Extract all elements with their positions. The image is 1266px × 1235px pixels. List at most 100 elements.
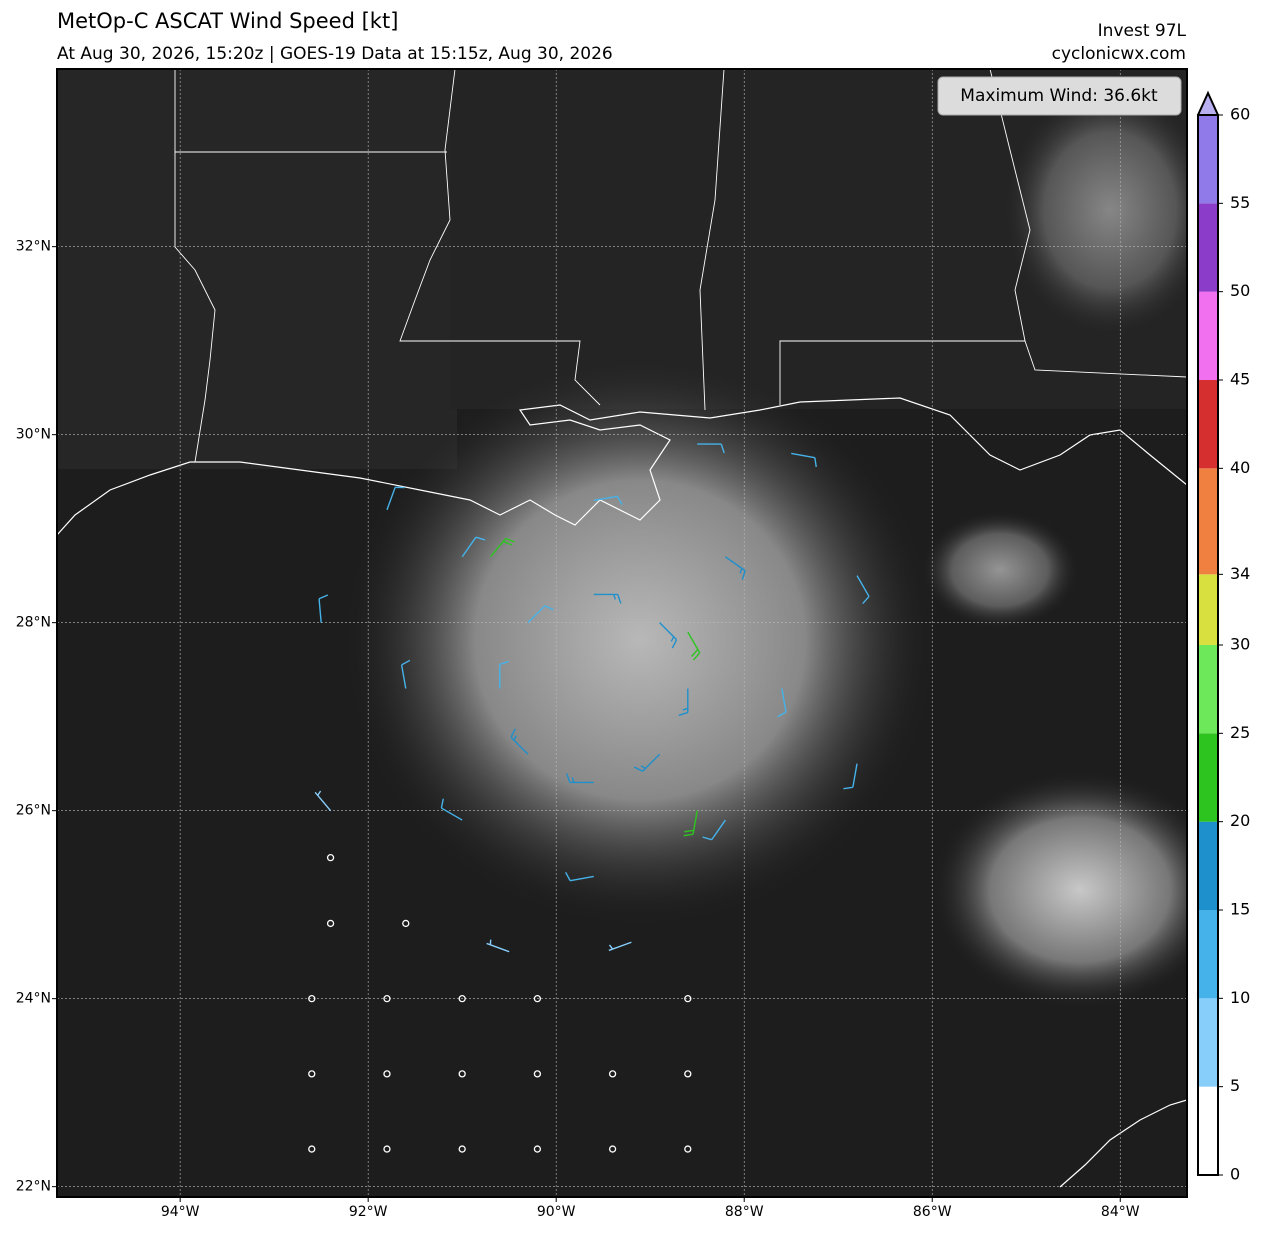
state-border xyxy=(989,69,1031,342)
wind-barb xyxy=(461,536,486,558)
storm-cloud xyxy=(340,350,940,930)
colorbar-tick-label: 10 xyxy=(1230,988,1250,1007)
colorbar-extend xyxy=(1197,90,1219,116)
calm-circle xyxy=(383,1070,391,1078)
colorbar: 0 5 10 15 20 25 30 34 40 45 50 55 60 xyxy=(1197,90,1250,1184)
wind-barb xyxy=(400,659,411,689)
colorbar-segment xyxy=(1198,998,1218,1087)
cloud xyxy=(930,770,1187,1010)
wind-barb xyxy=(678,688,689,717)
y-tick-label: 24°N xyxy=(16,991,51,1007)
colorbar-segment xyxy=(1198,115,1218,204)
colorbar-segment xyxy=(1198,821,1218,910)
colorbar-tick-label: 15 xyxy=(1230,900,1250,919)
calm-circle xyxy=(326,919,335,928)
colorbar-tick-label: 45 xyxy=(1230,370,1250,389)
chart-subtitle: At Aug 30, 2026, 15:20z | GOES-19 Data a… xyxy=(57,44,613,64)
calm-circle xyxy=(684,1070,692,1078)
wind-barb xyxy=(318,594,329,623)
calm-circle xyxy=(684,1145,692,1153)
wind-barb xyxy=(856,575,870,605)
wind-barb xyxy=(683,810,698,837)
colorbar-segment xyxy=(1198,1086,1218,1175)
storm-name: Invest 97L xyxy=(1098,21,1187,41)
wind-barb xyxy=(593,495,623,505)
wind-barb xyxy=(593,593,622,604)
calm-circle xyxy=(458,1145,466,1153)
calm-circle xyxy=(326,854,335,862)
wind-barb xyxy=(659,622,678,649)
coastline xyxy=(1059,1099,1187,1188)
x-tick-label: 94°W xyxy=(161,1204,200,1220)
wind-barbs xyxy=(308,443,870,1153)
state-border xyxy=(174,69,216,463)
calm-circle xyxy=(533,1145,542,1153)
wind-barb xyxy=(510,728,529,755)
calm-circle xyxy=(608,1145,617,1153)
wind-barb xyxy=(791,452,817,468)
colorbar-segment xyxy=(1198,574,1218,645)
y-tick-label: 28°N xyxy=(16,615,51,631)
calm-circle xyxy=(308,1070,316,1078)
colorbar-segment xyxy=(1198,910,1218,999)
wind-barb xyxy=(697,443,725,454)
wind-barb xyxy=(687,631,701,661)
x-tick-label: 92°W xyxy=(349,1204,388,1220)
cloud xyxy=(1000,80,1187,340)
colorbar-segment xyxy=(1198,468,1218,575)
calm-circle xyxy=(308,1145,316,1153)
wind-barb xyxy=(386,486,405,511)
calm-circle xyxy=(458,995,466,1003)
calm-circle xyxy=(458,1070,466,1078)
wind-barb xyxy=(489,537,515,558)
wind-barb xyxy=(527,605,554,624)
y-tick-label: 30°N xyxy=(16,427,51,443)
y-tick-label: 26°N xyxy=(16,803,51,819)
colorbar-tick-label: 20 xyxy=(1230,811,1250,830)
calm-circle xyxy=(684,995,692,1003)
calm-circle xyxy=(533,1070,542,1078)
colorbar-tick-label: 55 xyxy=(1230,193,1250,212)
y-tick-label: 32°N xyxy=(16,239,51,255)
chart-title: MetOp-C ASCAT Wind Speed [kt] xyxy=(57,9,398,33)
colorbar-tick-label: 40 xyxy=(1230,458,1250,477)
calm-circle xyxy=(383,995,391,1003)
calm-circle xyxy=(533,995,542,1003)
wind-barb xyxy=(843,763,858,790)
colorbar-segment xyxy=(1198,733,1218,822)
calm-circle xyxy=(608,1070,617,1078)
wind-barb xyxy=(566,773,594,784)
calm-circle xyxy=(383,1145,391,1153)
colorbar-tick-label: 60 xyxy=(1230,105,1250,124)
colorbar-segment xyxy=(1198,380,1218,469)
wind-barb xyxy=(486,939,510,953)
x-tick-label: 88°W xyxy=(725,1204,764,1220)
wind-barb xyxy=(702,819,726,841)
wind-barb xyxy=(633,753,661,772)
colorbar-tick-label: 5 xyxy=(1230,1076,1240,1095)
x-tick-label: 90°W xyxy=(537,1204,576,1220)
map-background xyxy=(57,69,1187,1197)
colorbar-tick-label: 30 xyxy=(1230,635,1250,654)
wind-barb xyxy=(565,871,594,882)
wind-barb xyxy=(777,688,787,718)
colorbar-segment xyxy=(1198,645,1218,734)
state-border xyxy=(699,69,725,411)
calm-circle xyxy=(308,995,316,1003)
map-frame xyxy=(56,68,1188,1198)
colorbar-tick-label: 0 xyxy=(1230,1165,1240,1184)
x-tick-label: 84°W xyxy=(1101,1204,1140,1220)
annotation-box xyxy=(937,76,1182,116)
state-border xyxy=(399,69,601,406)
colorbar-tick-label: 25 xyxy=(1230,723,1250,742)
colorbar-tick-label: 50 xyxy=(1230,281,1250,300)
land-shade xyxy=(57,69,457,469)
grid xyxy=(57,69,1187,1197)
credit: cyclonicwx.com xyxy=(1052,44,1186,64)
coastline xyxy=(57,397,1187,536)
colorbar-tick-label: 34 xyxy=(1230,564,1250,583)
annotation: Maximum Wind: 36.6kt xyxy=(960,86,1158,106)
colorbar-segment xyxy=(1198,291,1218,380)
